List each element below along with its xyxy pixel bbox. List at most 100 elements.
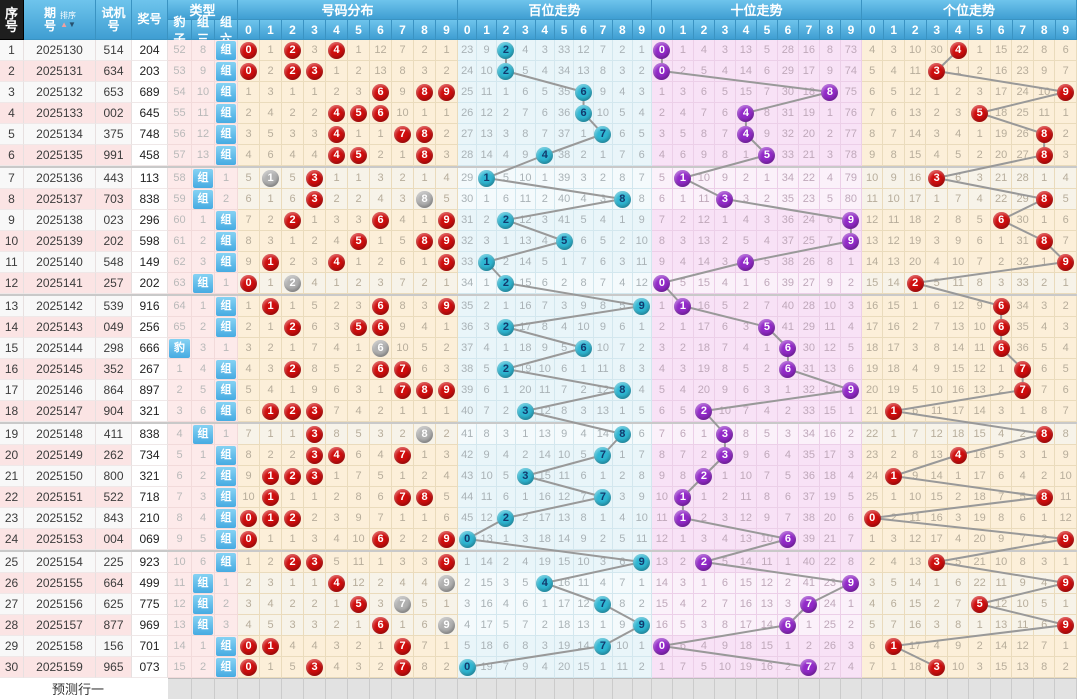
miss-count-cell: 79 bbox=[840, 168, 862, 189]
type-cell: 57 bbox=[168, 145, 192, 166]
tens-ball: 6 bbox=[779, 530, 797, 548]
distribution-ball: 5 bbox=[350, 104, 367, 122]
miss-count-cell: 1 bbox=[840, 594, 862, 615]
miss-count-cell: 1 bbox=[414, 103, 436, 124]
tens-ball: 9 bbox=[842, 211, 860, 229]
units-ball: 7 bbox=[1014, 381, 1032, 399]
miss-count-cell: 12 bbox=[516, 210, 536, 231]
miss-count-cell: 3 bbox=[458, 594, 478, 615]
miss-count-cell: 35 bbox=[798, 445, 820, 466]
miss-count-cell: 9 bbox=[714, 380, 736, 401]
digit-column-header: 9 bbox=[1055, 20, 1077, 40]
test-number-cell: 703 bbox=[96, 189, 132, 210]
miss-count-cell: 1 bbox=[613, 401, 633, 422]
miss-count-cell: 1 bbox=[477, 252, 497, 273]
miss-count-cell: 3 bbox=[861, 573, 884, 594]
miss-count-cell: 1 bbox=[496, 231, 517, 252]
miss-count-cell: 7 bbox=[348, 466, 370, 487]
period-cell: 2025131 bbox=[24, 61, 96, 82]
miss-count-cell: 36 bbox=[777, 210, 799, 231]
sort-desc-icon[interactable]: ▼ bbox=[68, 19, 76, 29]
miss-count-cell: 12 bbox=[990, 594, 1013, 615]
type-cell: 组六 bbox=[215, 445, 238, 466]
hundreds-ball: 2 bbox=[497, 274, 515, 292]
win-number-cell: 666 bbox=[132, 338, 168, 359]
tens-ball: 0 bbox=[653, 274, 671, 292]
miss-count-cell: 8 bbox=[392, 296, 414, 317]
miss-count-cell: 5 bbox=[554, 338, 575, 359]
distribution-ball: 8 bbox=[416, 488, 433, 506]
miss-count-cell: 18 bbox=[947, 424, 970, 445]
miss-count-cell: 8 bbox=[593, 61, 614, 82]
miss-count-cell: 1 bbox=[883, 657, 905, 678]
miss-count-cell: 16 bbox=[535, 487, 555, 508]
miss-count-cell: 4 bbox=[574, 189, 594, 210]
miss-count-cell: 16 bbox=[926, 508, 948, 529]
test-number-cell: 202 bbox=[96, 231, 132, 252]
miss-count-cell: 9 bbox=[436, 615, 458, 636]
miss-count-cell: 17 bbox=[819, 445, 841, 466]
miss-count-cell: 1 bbox=[672, 40, 694, 61]
type-cell: 54 bbox=[168, 82, 192, 103]
prediction-cell bbox=[693, 678, 715, 699]
miss-count-cell: 10 bbox=[477, 61, 497, 82]
miss-count-cell: 26 bbox=[458, 103, 478, 124]
sort-asc-icon[interactable]: ▲ bbox=[60, 19, 68, 29]
miss-count-cell: 4 bbox=[651, 359, 673, 380]
hundreds-ball: 6 bbox=[575, 83, 593, 101]
miss-count-cell: 7 bbox=[535, 296, 555, 317]
miss-count-cell: 4 bbox=[926, 252, 948, 273]
miss-count-cell: 1 bbox=[414, 508, 436, 529]
distribution-ball: 0 bbox=[240, 274, 257, 292]
miss-count-cell: 17 bbox=[693, 317, 715, 338]
miss-count-cell: 2 bbox=[714, 487, 736, 508]
miss-count-cell: 1 bbox=[414, 445, 436, 466]
miss-count-cell: 31 bbox=[1012, 231, 1034, 252]
miss-count-cell: 3 bbox=[414, 296, 436, 317]
prediction-cell bbox=[304, 678, 326, 699]
miss-count-cell: 4 bbox=[969, 189, 991, 210]
miss-count-cell: 2 bbox=[436, 338, 458, 359]
sort-label: 排序 bbox=[60, 10, 76, 20]
miss-count-cell: 1 bbox=[613, 445, 633, 466]
distribution-ball: 5 bbox=[350, 318, 367, 336]
miss-count-cell: 2 bbox=[260, 61, 282, 82]
miss-count-cell: 1 bbox=[436, 317, 458, 338]
miss-count-cell: 8 bbox=[574, 273, 594, 294]
miss-count-cell: 3 bbox=[651, 338, 673, 359]
table-row: 20202514926273451组六822346471342942141057… bbox=[0, 445, 1077, 466]
miss-count-cell: 10 bbox=[926, 380, 948, 401]
miss-count-cell: 17 bbox=[861, 317, 884, 338]
miss-count-cell: 2 bbox=[516, 508, 536, 529]
miss-count-cell: 6 bbox=[672, 424, 694, 445]
miss-count-cell: 1 bbox=[260, 424, 282, 445]
miss-count-cell: 7 bbox=[392, 124, 414, 145]
miss-count-cell: 15 bbox=[861, 273, 884, 294]
miss-count-cell: 9 bbox=[693, 145, 715, 166]
miss-count-cell: 8 bbox=[672, 466, 694, 487]
miss-count-cell: 3 bbox=[1033, 296, 1056, 317]
miss-count-cell: 1 bbox=[672, 296, 694, 317]
miss-count-cell: 15 bbox=[516, 273, 536, 294]
miss-count-cell: 1 bbox=[535, 168, 555, 189]
digit-column-header: 3 bbox=[715, 20, 736, 40]
miss-count-cell: 34 bbox=[1012, 296, 1034, 317]
miss-count-cell: 34 bbox=[554, 61, 575, 82]
prediction-cell bbox=[348, 678, 370, 699]
miss-count-cell: 1 bbox=[260, 40, 282, 61]
miss-count-cell: 9 bbox=[436, 529, 458, 550]
miss-count-cell: 3 bbox=[672, 82, 694, 103]
distribution-ball: 2 bbox=[284, 402, 301, 420]
sort-control[interactable]: 排序 ▲ ▼ bbox=[60, 11, 76, 29]
miss-count-cell: 20 bbox=[798, 124, 820, 145]
miss-count-cell: 34 bbox=[458, 273, 478, 294]
miss-count-cell: 1 bbox=[1055, 273, 1077, 294]
miss-count-cell: 5 bbox=[496, 615, 517, 636]
serial-cell: 27 bbox=[0, 594, 24, 615]
miss-count-cell: 9 bbox=[840, 380, 862, 401]
prediction-cell bbox=[593, 678, 614, 699]
miss-count-cell: 5 bbox=[496, 466, 517, 487]
miss-count-cell: 6 bbox=[574, 231, 594, 252]
miss-count-cell: 1 bbox=[238, 296, 260, 317]
